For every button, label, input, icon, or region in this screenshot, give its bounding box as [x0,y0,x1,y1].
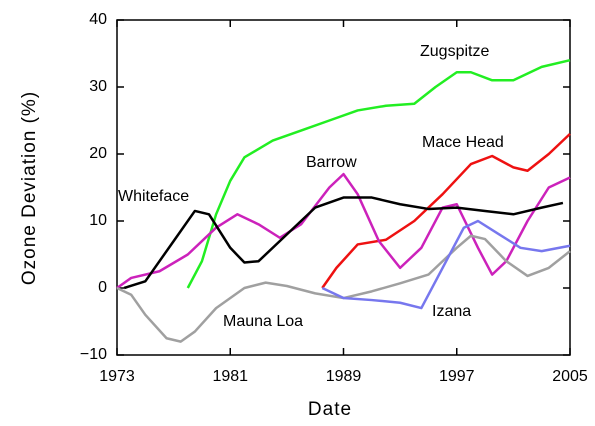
series-line [186,58,571,289]
y-tick-label: −10 [80,346,107,363]
x-tick-label: 1973 [99,368,135,385]
x-tick-label: 1997 [439,368,475,385]
series-line [123,196,564,290]
series-label: Izana [432,303,471,320]
series-line [321,219,571,310]
x-tick-label: 1981 [212,368,248,385]
x-tick-label: 1989 [326,368,362,385]
y-axis-label: Ozone Deviation (%) [19,91,40,285]
series-line [116,234,571,343]
series-label: Mauna Loa [223,313,303,330]
series-label: Whiteface [118,188,189,205]
series-line [321,132,571,289]
series-label: Mace Head [422,134,504,151]
x-axis-label: Date [308,399,352,420]
x-tick-label: 2005 [552,368,588,385]
series-label: Barrow [306,154,357,171]
series-label: Zugspitze [420,43,489,60]
y-tick-label: 10 [89,212,107,229]
y-tick-label: 0 [98,279,107,296]
series-line [116,172,571,290]
y-tick-label: 40 [89,11,107,28]
y-tick-label: 30 [89,78,107,95]
y-tick-label: 20 [89,145,107,162]
